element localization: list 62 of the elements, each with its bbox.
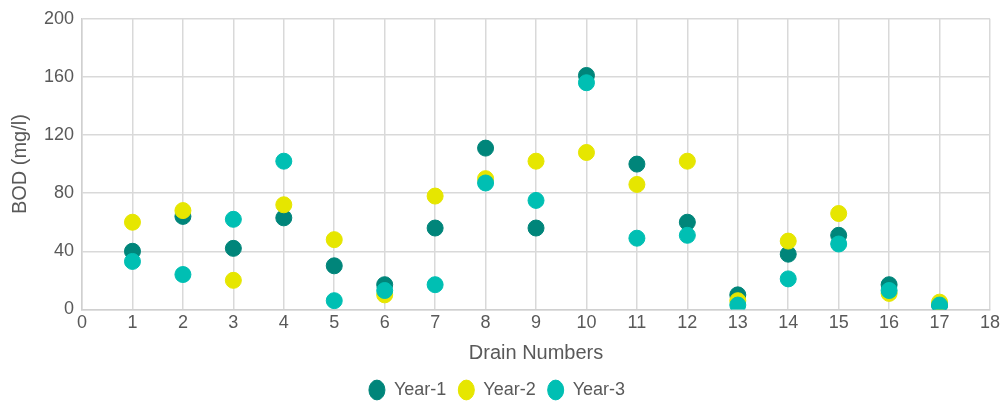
point <box>527 219 545 237</box>
point <box>678 152 696 170</box>
x-tick-label: 8 <box>480 312 491 333</box>
point <box>123 252 141 270</box>
point <box>477 139 495 157</box>
x-tick-label: 13 <box>727 312 748 333</box>
point <box>174 266 192 284</box>
legend-label: Year-2 <box>483 378 536 399</box>
x-tick-label: 10 <box>576 312 597 333</box>
point <box>628 229 646 247</box>
point <box>628 175 646 193</box>
y-tick-label: 0 <box>64 298 75 319</box>
x-tick-label: 16 <box>879 312 900 333</box>
point <box>830 205 848 222</box>
point <box>275 152 293 170</box>
y-axis-title: BOD (mg/l) <box>7 114 30 215</box>
point <box>325 231 343 249</box>
legend-label: Year-3 <box>572 378 626 399</box>
point <box>325 292 343 310</box>
x-tick-label: 2 <box>177 312 188 333</box>
legend-label: Year-1 <box>393 378 447 399</box>
point <box>426 276 444 294</box>
x-tick-label: 3 <box>228 312 239 333</box>
point <box>779 270 797 288</box>
x-tick-label: 9 <box>531 312 542 333</box>
point <box>426 219 444 237</box>
point <box>628 155 646 173</box>
point <box>577 143 595 161</box>
x-tick-label: 15 <box>828 312 849 333</box>
point <box>174 202 192 220</box>
y-tick-label: 200 <box>43 7 75 28</box>
y-tick-label: 80 <box>54 182 75 203</box>
point <box>224 239 242 257</box>
x-tick-label: 18 <box>979 312 1001 333</box>
x-tick-label: 4 <box>278 312 289 333</box>
x-tick-label: 6 <box>379 312 390 333</box>
point <box>426 187 444 205</box>
x-tick-label: 7 <box>430 312 441 333</box>
point <box>678 226 696 244</box>
x-tick-label: 11 <box>627 312 647 333</box>
point <box>123 213 141 231</box>
point <box>477 174 495 192</box>
x-tick-label: 12 <box>677 312 698 333</box>
x-tick-label: 17 <box>929 312 950 333</box>
point <box>224 271 242 289</box>
point <box>224 210 242 228</box>
point <box>577 74 595 92</box>
x-tick-label: 0 <box>77 312 88 333</box>
x-tick-label: 1 <box>127 312 138 333</box>
x-tick-label: 14 <box>778 312 799 333</box>
point <box>779 232 797 250</box>
y-tick-label: 160 <box>43 65 75 86</box>
point <box>830 235 848 253</box>
point <box>376 282 394 300</box>
x-axis-title: Drain Numbers <box>468 340 604 363</box>
x-tick-label: 5 <box>329 312 340 333</box>
point <box>527 191 545 209</box>
point <box>325 257 343 275</box>
y-tick-label: 120 <box>43 124 75 145</box>
point <box>527 152 545 170</box>
point <box>275 196 293 214</box>
y-tick-label: 40 <box>54 240 75 261</box>
